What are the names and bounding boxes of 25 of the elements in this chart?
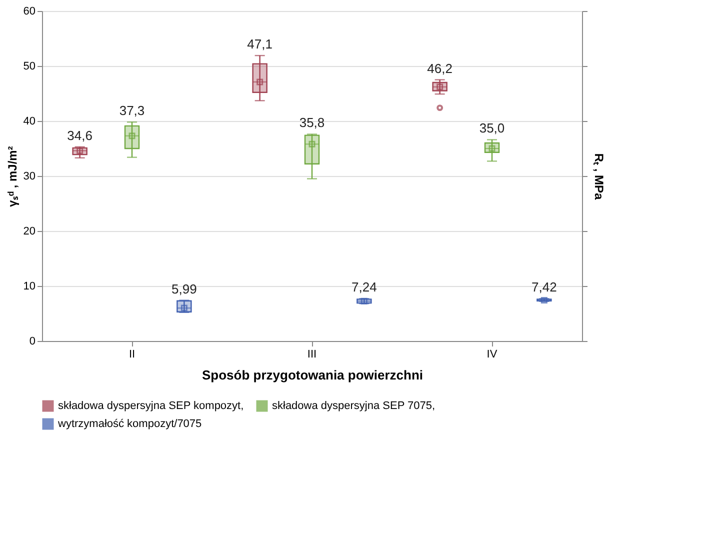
y-tick-label: 30 [23, 170, 36, 182]
text: 35,0 [479, 120, 505, 136]
text: 35,8 [299, 115, 325, 130]
legend-label: składowa dyspersyjna SEP kompozyt, [58, 400, 244, 412]
y-axis-title: γₛᵈ , mJ/m² [5, 146, 20, 207]
y2-axis-title: Rₜ , MPa [592, 153, 606, 200]
y-tick-label: 60 [23, 6, 36, 18]
y-tick-label: 10 [23, 280, 36, 292]
text: 7,24 [352, 280, 377, 295]
x-tick-label: IV [486, 348, 498, 360]
y-tick-label: 0 [29, 336, 36, 348]
text: 47,1 [247, 36, 272, 52]
text: 34,6 [67, 128, 92, 143]
y-tick-label: 40 [23, 116, 36, 128]
text: 5,99 [172, 281, 197, 296]
x-tick-label: III [307, 348, 317, 360]
y-tick-label: 20 [23, 226, 36, 238]
y-tick-label: 50 [23, 60, 36, 72]
text: 46,2 [427, 60, 452, 76]
x-tick-label: II [128, 348, 136, 360]
text: 37,3 [119, 103, 145, 118]
x-axis-title: Sposób przygotowania powierzchni [202, 368, 424, 382]
text: 7,42 [532, 280, 557, 295]
legend-label: wytrzymałość kompozyt/7075 [57, 418, 202, 430]
legend-label: składowa dyspersyjna SEP 7075, [272, 400, 436, 412]
